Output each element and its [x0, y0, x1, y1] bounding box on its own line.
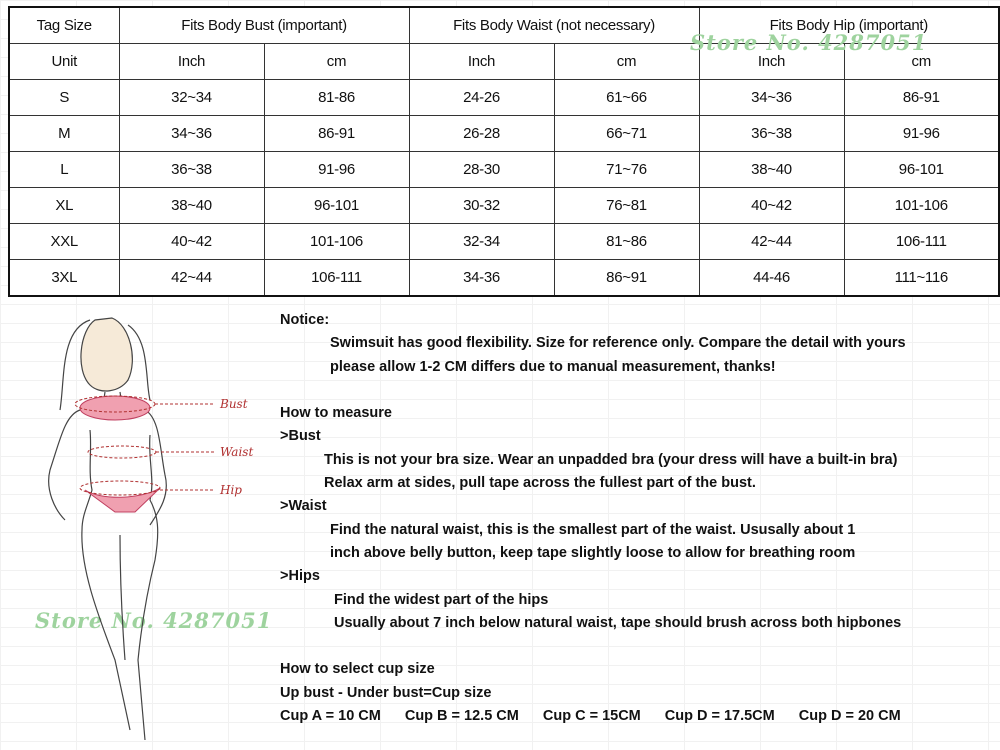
value-cell: 36~38: [118, 151, 265, 188]
size-cell: XL: [8, 187, 120, 224]
value-cell: 38~40: [698, 151, 845, 188]
value-cell: 91-96: [263, 151, 410, 188]
value-cell: 81~86: [553, 223, 700, 260]
cup-title: How to select cup size: [280, 661, 435, 678]
unit-cell: Inch: [698, 43, 845, 80]
bust-title: >Bust: [280, 428, 321, 445]
unit-cell: cm: [263, 43, 410, 80]
cup-size: Cup D = 20 CM: [798, 708, 901, 725]
hips-line: Find the widest part of the hips: [334, 591, 549, 608]
measurement-notes: Notice: Swimsuit has good flexibility. S…: [280, 309, 906, 728]
bra-top: [79, 395, 151, 421]
waist-label: Waist: [220, 445, 253, 459]
waist-line: Find the natural waist, this is the smal…: [330, 521, 856, 538]
cup-size: Cup D = 17.5CM: [664, 708, 775, 725]
value-cell: 38~40: [118, 187, 265, 224]
value-cell: 96-101: [843, 151, 1000, 188]
unit-cell: Inch: [408, 43, 555, 80]
value-cell: 42~44: [698, 223, 845, 260]
hips-line: Usually about 7 inch below natural waist…: [334, 614, 902, 631]
header-waist: Fits Body Waist (not necessary): [408, 6, 700, 44]
table-row: S 32~34 81-86 24-26 61~66 34~36 86-91: [8, 79, 1000, 116]
value-cell: 32-34: [408, 223, 555, 260]
table-row: M 34~36 86-91 26-28 66~71 36~38 91-96: [8, 115, 1000, 152]
value-cell: 26-28: [408, 115, 555, 152]
value-cell: 96-101: [263, 187, 410, 224]
value-cell: 111~116: [843, 259, 1000, 297]
header-tag-size: Tag Size: [8, 6, 120, 44]
size-cell: S: [8, 79, 120, 116]
measure-title: How to measure: [280, 405, 392, 422]
size-cell: M: [8, 115, 120, 152]
value-cell: 44-46: [698, 259, 845, 297]
value-cell: 71~76: [553, 151, 700, 188]
waist-title: >Waist: [280, 498, 327, 515]
value-cell: 36~38: [698, 115, 845, 152]
unit-cell: cm: [553, 43, 700, 80]
value-cell: 40~42: [118, 223, 265, 260]
bust-line: Relax arm at sides, pull tape across the…: [324, 475, 756, 492]
bikini-bottom: [84, 487, 161, 513]
value-cell: 101-106: [843, 187, 1000, 224]
table-row: 3XL 42~44 106-111 34-36 86~91 44-46 111~116: [8, 259, 1000, 297]
value-cell: 91-96: [843, 115, 1000, 152]
value-cell: 42~44: [118, 259, 265, 297]
value-cell: 106-111: [843, 223, 1000, 260]
value-cell: 28-30: [408, 151, 555, 188]
value-cell: 32~34: [118, 79, 265, 116]
value-cell: 76~81: [553, 187, 700, 224]
waist-line: inch above belly button, keep tape sligh…: [330, 544, 856, 561]
value-cell: 86-91: [843, 79, 1000, 116]
value-cell: 106-111: [263, 259, 410, 297]
header-row: Tag Size Fits Body Bust (important) Fits…: [8, 6, 1000, 44]
notice-line: Swimsuit has good flexibility. Size for …: [330, 335, 906, 352]
value-cell: 34~36: [118, 115, 265, 152]
value-cell: 101-106: [263, 223, 410, 260]
value-cell: 30-32: [408, 187, 555, 224]
value-cell: 86-91: [263, 115, 410, 152]
value-cell: 34~36: [698, 79, 845, 116]
unit-row: Unit Inch cm Inch cm Inch cm: [8, 43, 1000, 80]
body-measurement-figure: Bust Waist Hip: [48, 317, 253, 741]
size-cell: L: [8, 151, 120, 188]
header-bust: Fits Body Bust (important): [118, 6, 410, 44]
value-cell: 40~42: [698, 187, 845, 224]
table-row: L 36~38 91-96 28-30 71~76 38~40 96-101: [8, 151, 1000, 188]
value-cell: 61~66: [553, 79, 700, 116]
value-cell: 81-86: [263, 79, 410, 116]
hips-title: >Hips: [280, 568, 320, 585]
notice-line: please allow 1-2 CM differs due to manua…: [330, 358, 776, 375]
size-chart-table: Tag Size Fits Body Bust (important) Fits…: [8, 6, 1000, 297]
bust-label: Bust: [219, 397, 248, 411]
size-cell: XXL: [8, 223, 120, 260]
size-cell: 3XL: [8, 259, 120, 297]
cup-size: Cup B = 12.5 CM: [404, 708, 519, 725]
unit-cell: Inch: [118, 43, 265, 80]
table-row: XXL 40~42 101-106 32-34 81~86 42~44 106-111: [8, 223, 1000, 260]
bust-line: This is not your bra size. Wear an unpad…: [324, 451, 898, 468]
cup-size: Cup A = 10 CM: [280, 708, 381, 725]
unit-cell: Unit: [8, 43, 120, 80]
table-row: XL 38~40 96-101 30-32 76~81 40~42 101-106: [8, 187, 1000, 224]
value-cell: 34-36: [408, 259, 555, 297]
cup-formula: Up bust - Under bust=Cup size: [280, 684, 492, 701]
value-cell: 66~71: [553, 115, 700, 152]
watermark: Store No. 4287051: [35, 608, 273, 633]
watermark: Store No. 4287051: [690, 30, 928, 55]
value-cell: 24-26: [408, 79, 555, 116]
hip-label: Hip: [219, 483, 242, 497]
value-cell: 86~91: [553, 259, 700, 297]
cup-size: Cup C = 15CM: [542, 708, 641, 725]
notice-title: Notice:: [280, 312, 330, 328]
